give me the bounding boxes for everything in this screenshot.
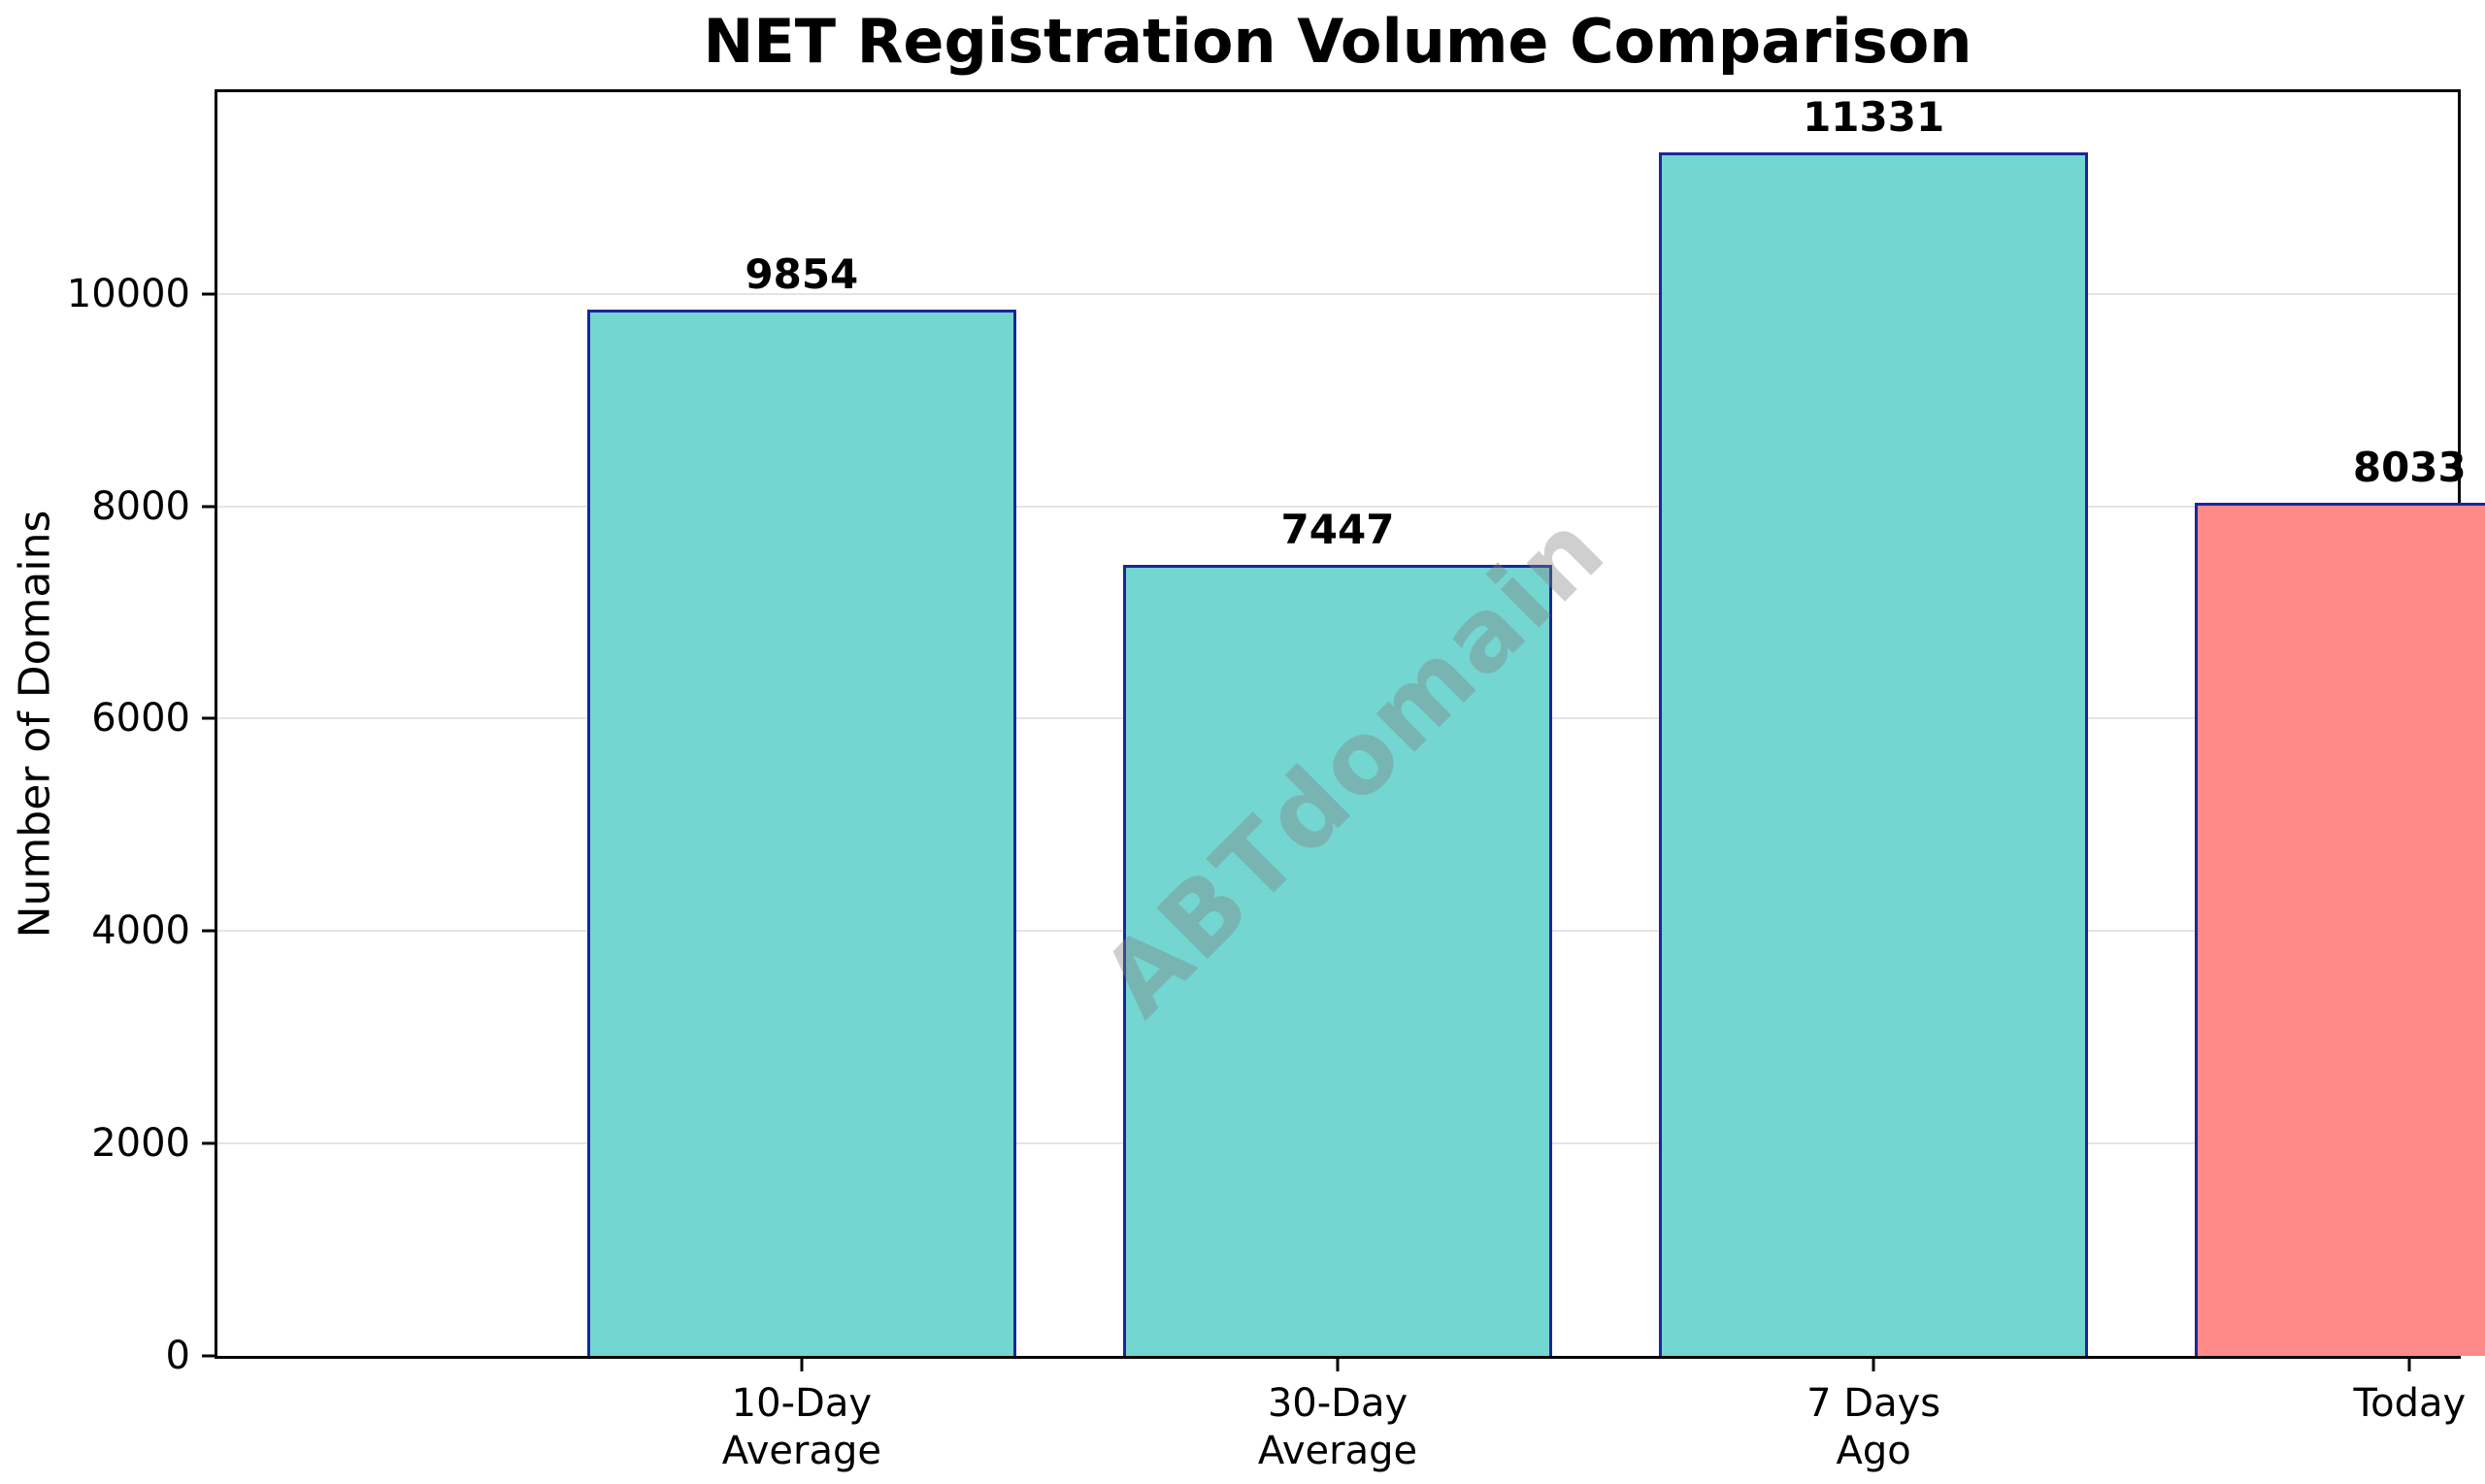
x-tick-mark [1872, 1359, 1875, 1371]
x-tick-label: Today [2353, 1381, 2467, 1426]
bar-value-label: 7447 [1280, 506, 1395, 554]
x-tick-mark [1336, 1359, 1340, 1371]
y-tick-label: 10000 [66, 271, 190, 316]
bar-2 [1123, 565, 1552, 1356]
plot-area [215, 89, 2485, 1359]
x-tick-label: 30-Day Average [1257, 1381, 1418, 1473]
x-tick-label: 10-Day Average [721, 1381, 881, 1473]
y-tick-mark [202, 929, 215, 933]
y-tick-mark [202, 505, 215, 509]
y-tick-label: 2000 [91, 1121, 190, 1167]
bar-4 [2195, 502, 2485, 1356]
bar-value-label: 8033 [2352, 443, 2467, 491]
plot-inner [217, 92, 2485, 1356]
y-tick-label: 0 [165, 1334, 190, 1378]
x-tick-mark [800, 1359, 804, 1371]
y-tick-label: 8000 [91, 483, 190, 529]
x-tick-mark [2407, 1359, 2411, 1371]
bar-1 [586, 309, 1016, 1356]
y-tick-mark [202, 1141, 215, 1145]
bar-value-label: 11331 [1803, 93, 1945, 142]
bar-value-label: 9854 [745, 249, 859, 298]
y-tick-label: 6000 [91, 696, 190, 742]
y-tick-mark [202, 1354, 215, 1358]
y-tick-mark [202, 292, 215, 296]
x-tick-label: 7 Days Ago [1806, 1381, 1941, 1473]
chart-title: NET Registration Volume Comparison [703, 6, 1972, 77]
y-tick-label: 4000 [91, 908, 190, 954]
gridline [217, 292, 2458, 295]
y-tick-mark [202, 716, 215, 720]
bar-3 [1659, 152, 2088, 1356]
gridline [217, 505, 2458, 508]
